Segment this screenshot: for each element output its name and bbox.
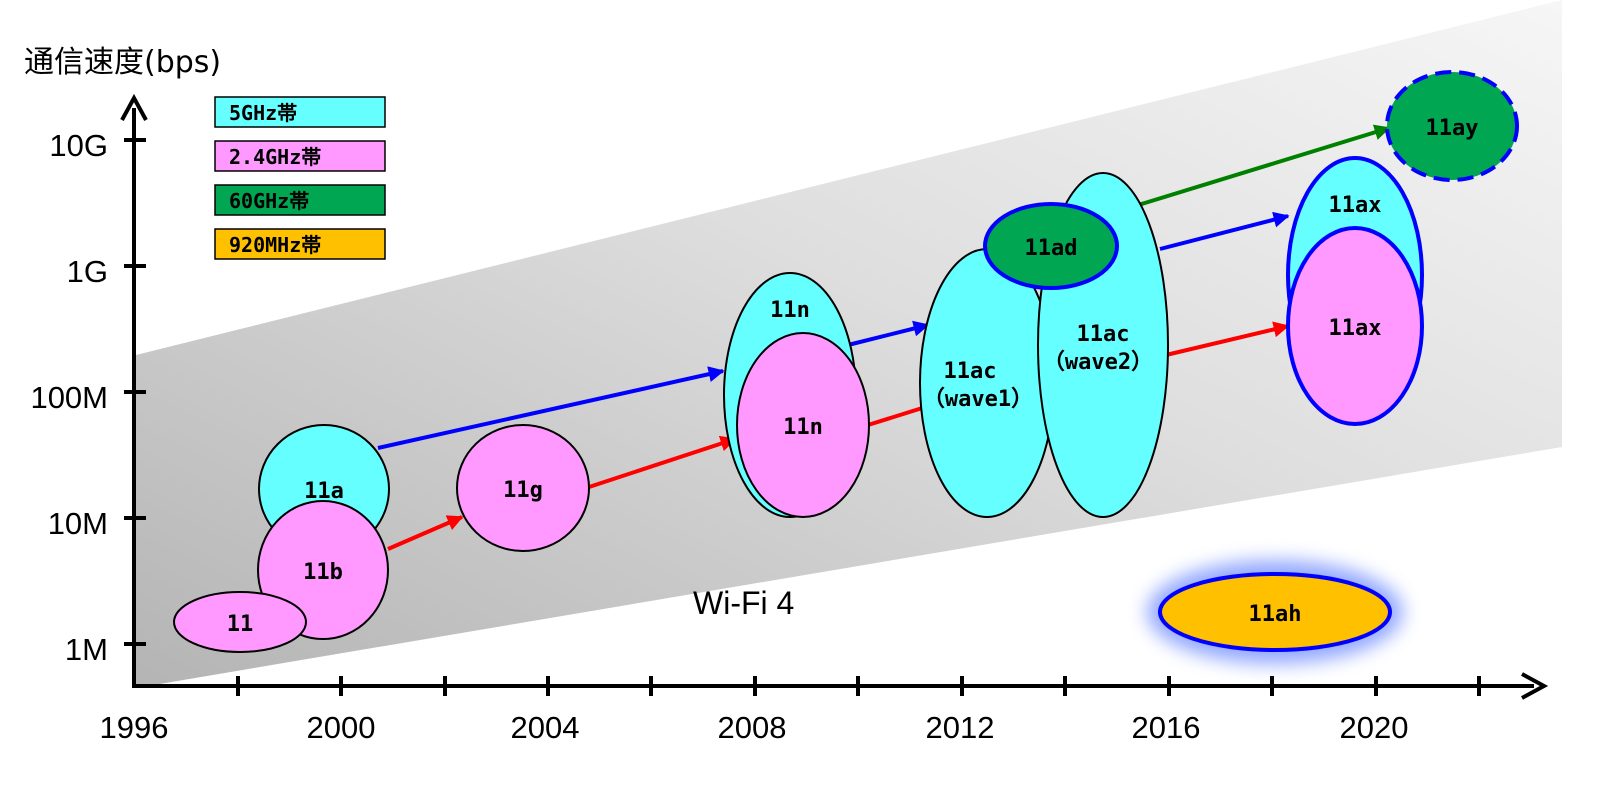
standard-label-11ac-wave1: 11ac (944, 359, 997, 384)
standard-11ah: 11ah (1147, 560, 1403, 664)
standard-label-11a: 11a (304, 479, 344, 504)
x-tick-label-2008: 2008 (718, 710, 787, 745)
y-tick-label-10g: 10G (49, 128, 108, 163)
arrow-red-11g-11n (588, 435, 737, 489)
x-tick-label-1996: 1996 (100, 710, 169, 745)
standard-11g: 11g (456, 424, 590, 552)
wifi4-annotation: Wi-Fi 4 (693, 585, 794, 621)
legend-label-5ghz: 5GHz帯 (229, 101, 297, 125)
x-tick-label-2016: 2016 (1132, 710, 1201, 745)
standard-label-11ax-2-4ghz: 11ax (1329, 316, 1382, 341)
legend-label-920mhz: 920MHz帯 (229, 233, 321, 257)
standard-label-11ax-5ghz: 11ax (1329, 193, 1382, 218)
standard-11n-2-4ghz: 11n (736, 332, 870, 518)
legend-swatch-5ghz (214, 96, 386, 128)
standard-label-11n-2-4ghz: 11n (783, 415, 823, 440)
legend-swatch-2-4ghz (214, 140, 386, 172)
standard-label-11ah: 11ah (1249, 602, 1302, 627)
arrow-red-11ac-11ax (1165, 321, 1290, 357)
arrow-blue-11n-11ac (847, 320, 930, 347)
legend: 5GHz帯 2.4GHz帯 60GHz帯 920MHz帯 (214, 96, 386, 260)
arrow-green-11ad-11ay (1095, 124, 1391, 220)
standard-11ay: 11ay (1385, 70, 1519, 182)
standard-11ax-2-4ghz: 11ax (1286, 226, 1424, 426)
x-tick-label-2000: 2000 (307, 710, 376, 745)
arrow-blue-11ac-11ax (1159, 211, 1290, 251)
x-ticks: 1996 2000 2004 2008 2012 2016 2020 (100, 676, 1481, 745)
legend-label-60ghz: 60GHz帯 (229, 189, 309, 213)
standard-label-11ad: 11ad (1025, 236, 1078, 261)
y-axis-title: 通信速度(bps) (24, 45, 221, 80)
standard-sublabel-11ac-wave1: （wave1） (923, 387, 1033, 412)
y-tick-label-1g: 1G (67, 254, 108, 289)
x-tick-label-2004: 2004 (511, 710, 580, 745)
arrow-blue-11a-11n (377, 366, 725, 450)
standard-label-11g: 11g (503, 478, 543, 503)
legend-swatch-60ghz (214, 184, 386, 216)
standard-label-11n-5ghz: 11n (770, 298, 810, 323)
axes (120, 93, 1549, 700)
y-tick-label-100m: 100M (30, 380, 108, 415)
y-tick-label-10m: 10M (48, 506, 108, 541)
arrow-red-11b-11g (387, 515, 464, 551)
x-tick-label-2012: 2012 (926, 710, 995, 745)
standard-label-11b: 11b (303, 560, 343, 585)
legend-swatch-920mhz (214, 228, 386, 260)
standard-label-11ay: 11ay (1426, 116, 1479, 141)
x-tick-label-2020: 2020 (1340, 710, 1409, 745)
standard-label-11ac-wave2: 11ac (1077, 322, 1130, 347)
standard-11ac-wave1: 11ac （wave1） (919, 248, 1055, 518)
legend-label-2-4ghz: 2.4GHz帯 (229, 145, 321, 169)
standard-sublabel-11ac-wave2: （wave2） (1043, 350, 1153, 375)
standard-11ad: 11ad (983, 202, 1119, 290)
y-tick-label-1m: 1M (65, 632, 108, 667)
standard-11: 11 (173, 591, 307, 653)
standard-label-11: 11 (227, 612, 254, 637)
y-ticks: 10G 1G 100M 10M 1M (30, 128, 146, 667)
